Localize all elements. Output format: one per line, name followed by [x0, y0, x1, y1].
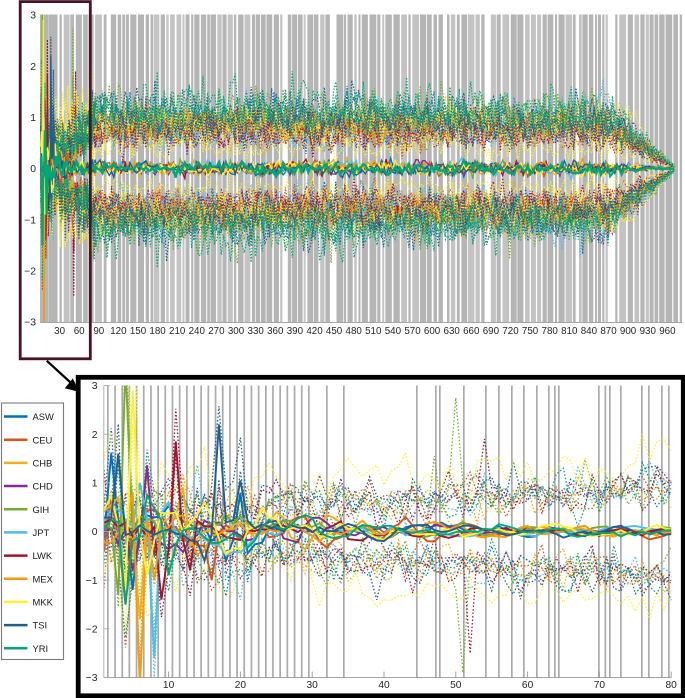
svg-text:420: 420	[306, 326, 323, 337]
svg-text:630: 630	[444, 326, 461, 337]
svg-text:120: 120	[110, 326, 127, 337]
svg-text:240: 240	[189, 326, 206, 337]
svg-text:−2: −2	[24, 266, 36, 277]
svg-text:2: 2	[92, 430, 98, 441]
svg-text:ASW: ASW	[33, 411, 55, 422]
svg-text:810: 810	[561, 326, 578, 337]
svg-text:150: 150	[130, 326, 147, 337]
svg-text:−2: −2	[86, 624, 98, 635]
svg-text:2: 2	[30, 62, 36, 73]
svg-text:60: 60	[74, 326, 85, 337]
svg-text:600: 600	[424, 326, 441, 337]
svg-text:390: 390	[287, 326, 304, 337]
svg-text:750: 750	[522, 326, 539, 337]
svg-text:YRI: YRI	[33, 643, 49, 654]
svg-text:0: 0	[92, 527, 98, 538]
svg-text:60: 60	[522, 680, 534, 691]
svg-text:840: 840	[581, 326, 598, 337]
svg-text:30: 30	[54, 326, 65, 337]
svg-text:930: 930	[640, 326, 657, 337]
svg-text:CEU: CEU	[33, 434, 53, 445]
svg-text:780: 780	[542, 326, 559, 337]
svg-text:570: 570	[404, 326, 421, 337]
svg-text:90: 90	[93, 326, 104, 337]
svg-text:10: 10	[163, 680, 175, 691]
svg-text:CHB: CHB	[33, 458, 53, 469]
svg-text:20: 20	[235, 680, 247, 691]
svg-text:270: 270	[208, 326, 225, 337]
svg-text:3: 3	[92, 381, 98, 392]
svg-text:0: 0	[30, 164, 36, 175]
svg-text:450: 450	[326, 326, 343, 337]
svg-text:−3: −3	[86, 673, 98, 684]
svg-text:80: 80	[666, 680, 678, 691]
svg-text:1: 1	[30, 113, 36, 124]
svg-text:330: 330	[248, 326, 265, 337]
svg-text:40: 40	[378, 680, 390, 691]
svg-text:960: 960	[659, 326, 676, 337]
svg-text:870: 870	[600, 326, 617, 337]
svg-text:50: 50	[450, 680, 462, 691]
svg-text:JPT: JPT	[33, 527, 50, 538]
svg-text:70: 70	[594, 680, 606, 691]
svg-text:210: 210	[169, 326, 186, 337]
svg-text:180: 180	[149, 326, 166, 337]
svg-text:MEX: MEX	[33, 573, 54, 584]
svg-text:−1: −1	[86, 576, 98, 587]
svg-text:3: 3	[30, 11, 36, 22]
svg-text:GIH: GIH	[33, 504, 50, 515]
svg-text:690: 690	[483, 326, 500, 337]
svg-text:CHD: CHD	[33, 481, 54, 492]
svg-text:720: 720	[502, 326, 519, 337]
svg-text:−1: −1	[24, 215, 36, 226]
svg-text:510: 510	[365, 326, 382, 337]
svg-text:360: 360	[267, 326, 284, 337]
svg-text:480: 480	[346, 326, 363, 337]
svg-text:660: 660	[463, 326, 480, 337]
svg-text:540: 540	[385, 326, 402, 337]
svg-text:300: 300	[228, 326, 245, 337]
svg-text:MKK: MKK	[33, 597, 54, 608]
svg-text:LWK: LWK	[33, 550, 53, 561]
svg-text:30: 30	[307, 680, 319, 691]
svg-text:900: 900	[620, 326, 637, 337]
svg-text:1: 1	[92, 478, 98, 489]
svg-text:TSI: TSI	[33, 620, 48, 631]
svg-text:−3: −3	[24, 318, 36, 329]
